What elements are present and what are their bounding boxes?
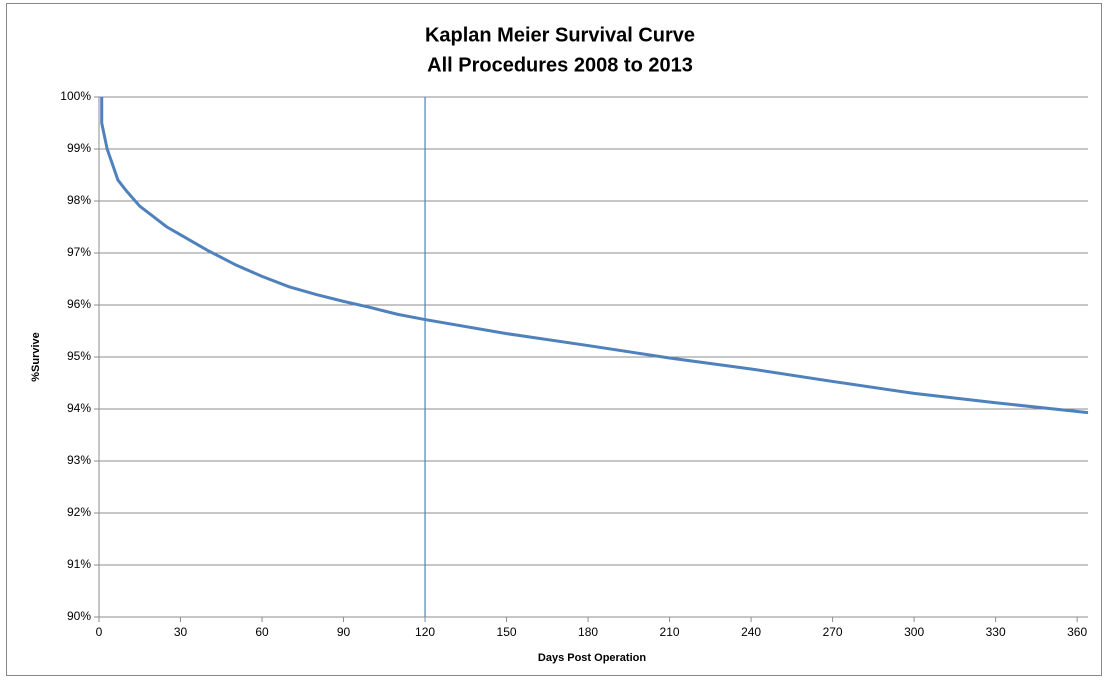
y-tick-label: 95% [67,349,91,363]
chart-subtitle: All Procedures 2008 to 2013 [427,54,693,76]
x-tick-label: 150 [497,625,517,639]
x-axis-title: Days Post Operation [538,652,646,664]
x-tick-label: 60 [255,625,269,639]
y-tick-label: 94% [67,401,91,415]
y-tick-label: 98% [67,193,91,207]
x-tick-label: 30 [174,625,188,639]
y-tick-label: 90% [67,609,91,623]
y-tick-label: 99% [67,141,91,155]
x-tick-label: 240 [741,625,761,639]
y-tick-label: 100% [60,89,91,103]
x-tick-label: 270 [823,625,843,639]
x-tick-label: 330 [986,625,1006,639]
y-axis-title: %Survive [30,332,42,382]
x-tick-label: 360 [1067,625,1087,639]
y-tick-label: 97% [67,245,91,259]
x-tick-label: 90 [337,625,351,639]
x-tick-label: 0 [96,625,103,639]
x-tick-label: 180 [578,625,598,639]
y-tick-label: 93% [67,453,91,467]
x-tick-label: 210 [660,625,680,639]
y-tick-label: 92% [67,505,91,519]
survival-line [100,97,1089,415]
x-tick-label: 120 [415,625,435,639]
y-tick-label: 91% [67,557,91,571]
chart-title: Kaplan Meier Survival Curve [425,24,695,46]
x-tick-label: 300 [904,625,924,639]
y-tick-label: 96% [67,297,91,311]
